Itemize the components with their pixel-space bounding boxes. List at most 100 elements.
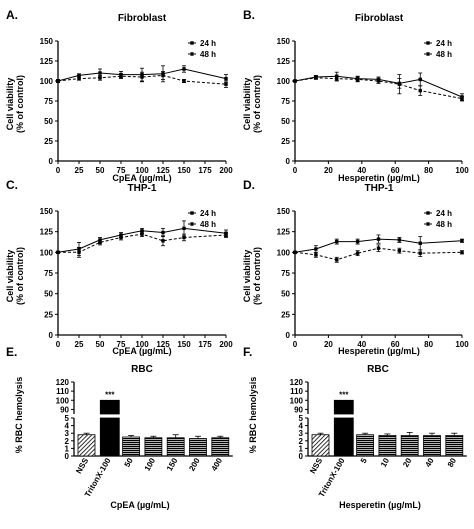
- y-tick-label: 125: [277, 228, 291, 237]
- y-tick-label: 100: [56, 396, 70, 405]
- legend-label: 48 h: [436, 220, 452, 229]
- y-tick-label: 4: [65, 422, 70, 431]
- bar: [311, 434, 330, 457]
- data-point: [77, 76, 81, 81]
- data-point: [119, 235, 123, 240]
- bar: [77, 434, 96, 457]
- x-tick-label: 0: [293, 166, 298, 175]
- data-point: [418, 251, 422, 255]
- x-tick-label: 100: [455, 166, 469, 175]
- x-tick-label: 50: [96, 340, 105, 349]
- y-tick-label: 150: [40, 207, 54, 216]
- chart-title: THP-1: [365, 183, 394, 194]
- y-tick-label: 50: [281, 117, 290, 126]
- x-axis-label: Hesperetin (µg/mL): [339, 500, 421, 510]
- data-point: [98, 240, 102, 245]
- y-axis-label-line: Cell viability: [5, 78, 15, 131]
- y-tick-label: 5: [299, 414, 304, 423]
- data-point: [397, 248, 402, 253]
- y-tick-label: 25: [44, 137, 53, 146]
- x-tick-label: 125: [156, 340, 170, 349]
- panel-label: E.: [6, 345, 17, 359]
- legend-marker: [190, 41, 194, 45]
- y-tick-label: 1: [299, 444, 304, 453]
- legend-label: 24 h: [436, 39, 452, 48]
- data-point: [140, 229, 144, 233]
- x-tick-label: 200: [219, 166, 233, 175]
- x-axis-label: Hesperetin (µg/mL): [338, 173, 420, 183]
- data-point: [182, 226, 186, 231]
- data-point: [314, 253, 318, 257]
- data-point: [77, 73, 81, 78]
- y-tick-label: 90: [294, 405, 303, 414]
- data-point: [161, 230, 165, 235]
- y-axis-label-line: Cell viability: [5, 250, 15, 303]
- y-axis-label-line: Cell viability: [242, 78, 252, 131]
- x-tick-label: 40: [357, 166, 366, 175]
- y-tick-label: 3: [65, 429, 70, 438]
- data-point: [140, 75, 144, 79]
- x-tick-label: 25: [75, 166, 84, 175]
- data-point: [98, 71, 102, 75]
- data-point: [314, 76, 318, 80]
- legend-label: 24 h: [436, 209, 452, 218]
- data-point: [182, 235, 186, 240]
- legend-marker: [190, 222, 194, 226]
- y-tick-label: 110: [56, 387, 69, 396]
- data-point: [98, 76, 102, 80]
- category-label: 40: [423, 456, 436, 469]
- x-tick-label: 100: [135, 166, 149, 175]
- y-axis-label: Cell viability(% of control): [242, 75, 262, 133]
- x-tick-label: 150: [177, 166, 191, 175]
- data-point: [418, 77, 422, 82]
- bar: [423, 435, 441, 457]
- series-line: [294, 247, 463, 261]
- bar: [400, 435, 419, 457]
- chart-title: RBC: [131, 364, 153, 375]
- y-tick-label: 120: [290, 378, 304, 387]
- category-label: 150: [165, 456, 180, 473]
- bar: [356, 434, 375, 457]
- bar: [166, 437, 185, 457]
- x-tick-label: 0: [56, 340, 61, 349]
- y-tick-label: 0: [286, 157, 291, 166]
- x-tick-label: 20: [324, 166, 333, 175]
- data-point: [293, 79, 297, 83]
- y-tick-label: 25: [281, 310, 290, 319]
- data-point: [224, 82, 228, 86]
- legend-label: 48 h: [436, 50, 452, 59]
- y-tick-label: 100: [277, 248, 291, 257]
- data-point: [397, 82, 402, 86]
- legend-marker: [190, 52, 194, 56]
- x-tick-label: 80: [424, 340, 433, 349]
- data-point: [182, 67, 186, 71]
- x-axis-label: CpEA (µg/mL): [112, 173, 171, 183]
- series-line: [58, 233, 227, 253]
- data-point: [376, 79, 381, 83]
- data-point: [418, 241, 422, 245]
- x-tick-label: 25: [75, 340, 84, 349]
- y-tick-label: 2: [299, 437, 304, 446]
- x-tick-label: 75: [117, 340, 126, 349]
- y-tick-label: 0: [299, 452, 304, 461]
- data-point: [119, 74, 123, 78]
- y-tick-label: 50: [44, 117, 53, 126]
- y-tick-label: 125: [277, 57, 291, 66]
- x-tick-label: 150: [177, 340, 191, 349]
- bar: [122, 436, 140, 457]
- legend-marker: [426, 211, 430, 215]
- bar: [99, 399, 120, 415]
- chart-title: Fibroblast: [118, 13, 167, 24]
- data-point: [460, 250, 464, 255]
- y-tick-label: 1: [65, 444, 70, 453]
- data-point: [335, 258, 339, 262]
- bar: [99, 417, 120, 457]
- series-24h: [293, 71, 464, 101]
- series-line: [294, 75, 463, 98]
- data-point: [293, 250, 297, 255]
- y-tick-label: 3: [299, 429, 304, 438]
- y-tick-label: 100: [290, 396, 304, 405]
- data-point: [355, 239, 360, 244]
- y-tick-label: 0: [65, 452, 70, 461]
